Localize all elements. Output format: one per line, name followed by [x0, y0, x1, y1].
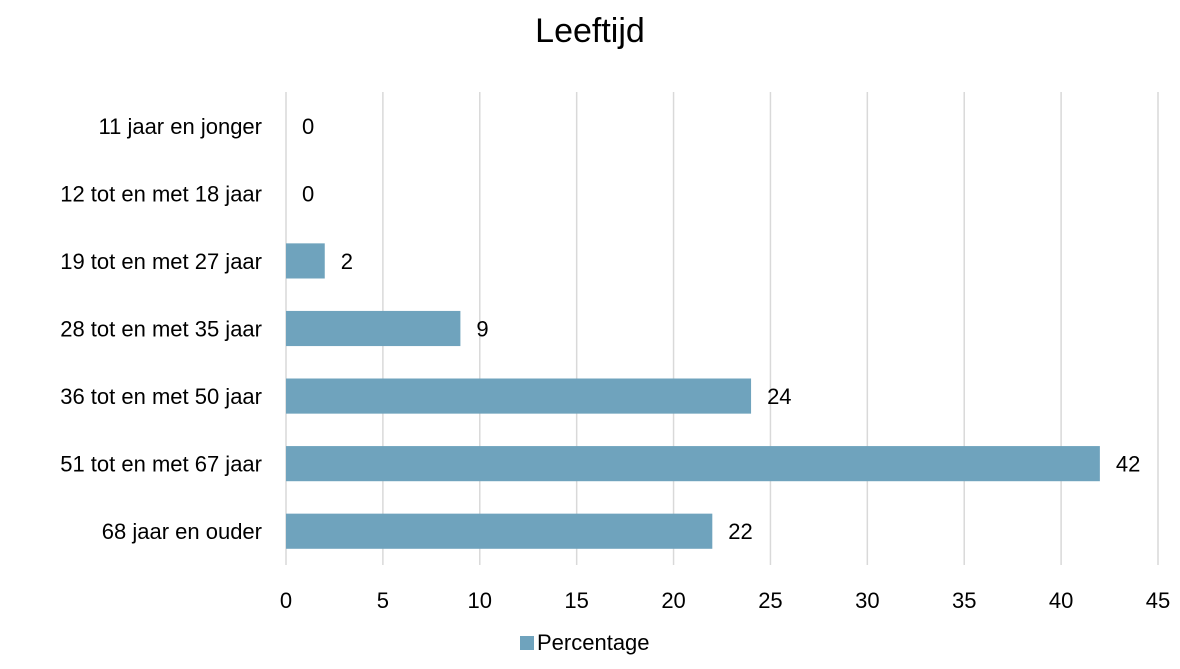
bar: [286, 310, 461, 347]
data-labels: 0 0 2 9 24 42 22: [302, 114, 1140, 544]
legend-swatch: [520, 636, 534, 650]
data-label: 0: [302, 181, 314, 206]
category-labels: 11 jaar en jonger 12 tot en met 18 jaar 19…: [60, 114, 262, 544]
legend: Percentage: [520, 630, 650, 655]
x-tick-label: 45: [1146, 588, 1170, 613]
bar: [286, 513, 713, 549]
category-label: 12 tot en met 18 jaar: [60, 181, 262, 206]
data-label: 24: [767, 384, 791, 409]
category-label: 28 tot en met 35 jaar: [60, 317, 262, 342]
category-label: 68 jaar en ouder: [102, 519, 262, 544]
data-label: 0: [302, 114, 314, 139]
bars: [286, 243, 1100, 549]
bar: [286, 446, 1100, 482]
x-tick-label: 25: [758, 588, 782, 613]
data-label: 22: [728, 519, 752, 544]
x-tick-label: 35: [952, 588, 976, 613]
data-label: 42: [1116, 452, 1140, 477]
category-label: 51 tot en met 67 jaar: [60, 452, 262, 477]
data-label: 9: [476, 317, 488, 342]
data-label: 2: [341, 249, 353, 274]
category-label: 11 jaar en jonger: [99, 114, 263, 139]
x-tick-label: 20: [661, 588, 685, 613]
x-tick-label: 0: [280, 588, 292, 613]
category-label: 19 tot en met 27 jaar: [60, 249, 262, 274]
x-tick-label: 10: [468, 588, 492, 613]
gridlines: [285, 92, 1159, 565]
bar: [286, 378, 752, 414]
x-tick-label: 15: [564, 588, 588, 613]
x-axis-tick-labels: 0 5 10 15 20 25 30 35 40 45: [280, 588, 1170, 613]
x-tick-label: 30: [855, 588, 879, 613]
category-label: 36 tot en met 50 jaar: [60, 384, 262, 409]
x-tick-label: 40: [1049, 588, 1073, 613]
legend-label: Percentage: [537, 630, 650, 655]
bar: [286, 243, 325, 279]
x-tick-label: 5: [377, 588, 389, 613]
chart-title: Leeftijd: [535, 12, 645, 50]
